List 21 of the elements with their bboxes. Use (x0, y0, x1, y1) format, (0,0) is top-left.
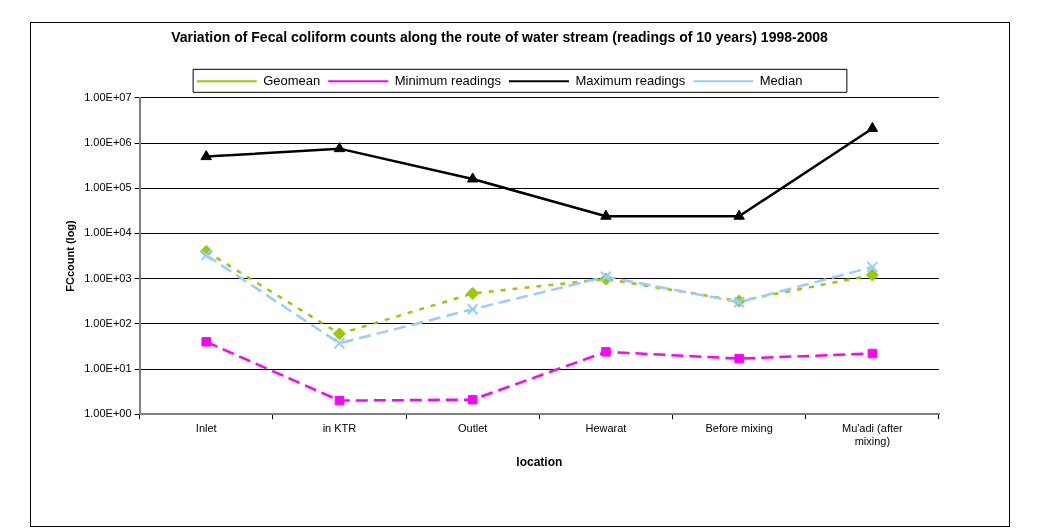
y-tick-label: 1.00E+03 (84, 271, 132, 284)
x-tick-label: Before mixing (705, 421, 773, 434)
chart-title: Variation of Fecal coliform counts along the route of water stream (readings of 10 years) 1998-2008 (171, 29, 829, 46)
legend-label: Maximum readings (575, 72, 686, 88)
y-tick-label: 1.00E+01 (84, 362, 132, 375)
x-tick-label: Outlet (458, 421, 488, 434)
y-tick-label: 1.00E+06 (84, 136, 132, 149)
y-tick-label: 1.00E+02 (84, 316, 132, 329)
legend-label: Geomean (263, 72, 321, 88)
y-axis-title: FCcount (log) (63, 219, 76, 292)
x-tick-label: Hewarat (585, 421, 627, 434)
y-tick-label: 1.00E+07 (84, 90, 132, 103)
legend-label: Median (759, 72, 803, 88)
legend-label: Minimum readings (394, 72, 502, 88)
y-tick-label: 1.00E+04 (84, 226, 132, 239)
y-tick-label: 1.00E+00 (84, 407, 132, 420)
x-axis-title: location (516, 455, 563, 470)
x-tick-label: Inlet (195, 421, 217, 434)
x-tick-label: Mu'adi (after mixing) (841, 421, 904, 448)
y-tick-label: 1.00E+05 (84, 181, 132, 194)
x-tick-label: in KTR (322, 421, 357, 434)
